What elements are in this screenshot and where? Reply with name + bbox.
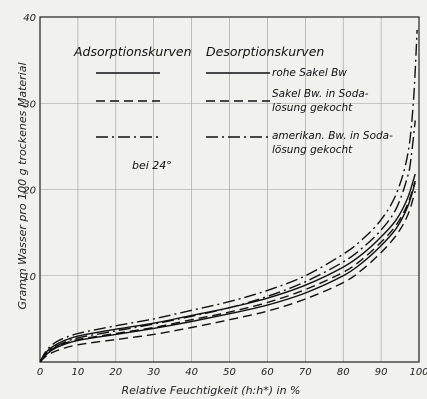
y-tick-label: 30 — [23, 99, 36, 110]
legend-adsorption-header: Adsorptionskurven — [73, 44, 192, 59]
x-tick-label: 70 — [299, 367, 312, 378]
y-axis-title: Gramm Wasser pro 100 g trockenes Materia… — [16, 62, 29, 309]
series-line-dashed-adsorption — [39, 190, 416, 363]
x-tick-label: 30 — [147, 367, 160, 378]
tick-labels: 0 10 20 30 40 50 60 70 80 90 100 10 20 30 40 — [23, 13, 427, 378]
legend-entry-3-line2: lösung gekocht — [272, 144, 353, 156]
x-tick-label: 0 — [37, 367, 43, 378]
legend: Adsorptionskurven Desorptionskurven rohe… — [73, 44, 393, 156]
series-lines — [39, 29, 418, 363]
x-tick-label: 60 — [261, 367, 274, 378]
legend-entry-1-line1: rohe Sakel Bw — [272, 67, 347, 79]
x-tick-label: 100 — [409, 367, 427, 378]
x-tick-label: 10 — [72, 367, 85, 378]
grid — [40, 17, 419, 362]
legend-desorption-header: Desorptionskurven — [206, 44, 324, 59]
x-tick-label: 80 — [337, 367, 350, 378]
plot-area — [39, 16, 420, 363]
y-tick-label: 20 — [23, 186, 36, 197]
series-line-dashdot-desorption — [39, 29, 418, 363]
x-tick-label: 90 — [375, 367, 388, 378]
x-tick-label: 20 — [109, 367, 122, 378]
x-axis-title: Relative Feuchtigkeit (h:h*) in % — [122, 384, 301, 397]
annotation-temperature: bei 24° — [132, 159, 172, 172]
series-line-dashdot-adsorption — [39, 120, 416, 363]
plot-frame — [39, 16, 420, 363]
legend-entry-2-line1: Sakel Bw. in Soda- — [272, 88, 369, 100]
y-tick-label: 40 — [23, 13, 36, 24]
legend-entry-3-line1: amerikan. Bw. in Soda- — [272, 130, 393, 142]
x-tick-label: 50 — [223, 367, 236, 378]
series-line-solid-desorption — [39, 173, 416, 363]
legend-entry-2-line2: lösung gekocht — [272, 102, 353, 114]
y-tick-label: 10 — [23, 272, 36, 283]
series-line-solid-adsorption — [39, 182, 416, 363]
series-line-dashed-desorption — [39, 180, 416, 363]
x-tick-label: 40 — [185, 367, 198, 378]
